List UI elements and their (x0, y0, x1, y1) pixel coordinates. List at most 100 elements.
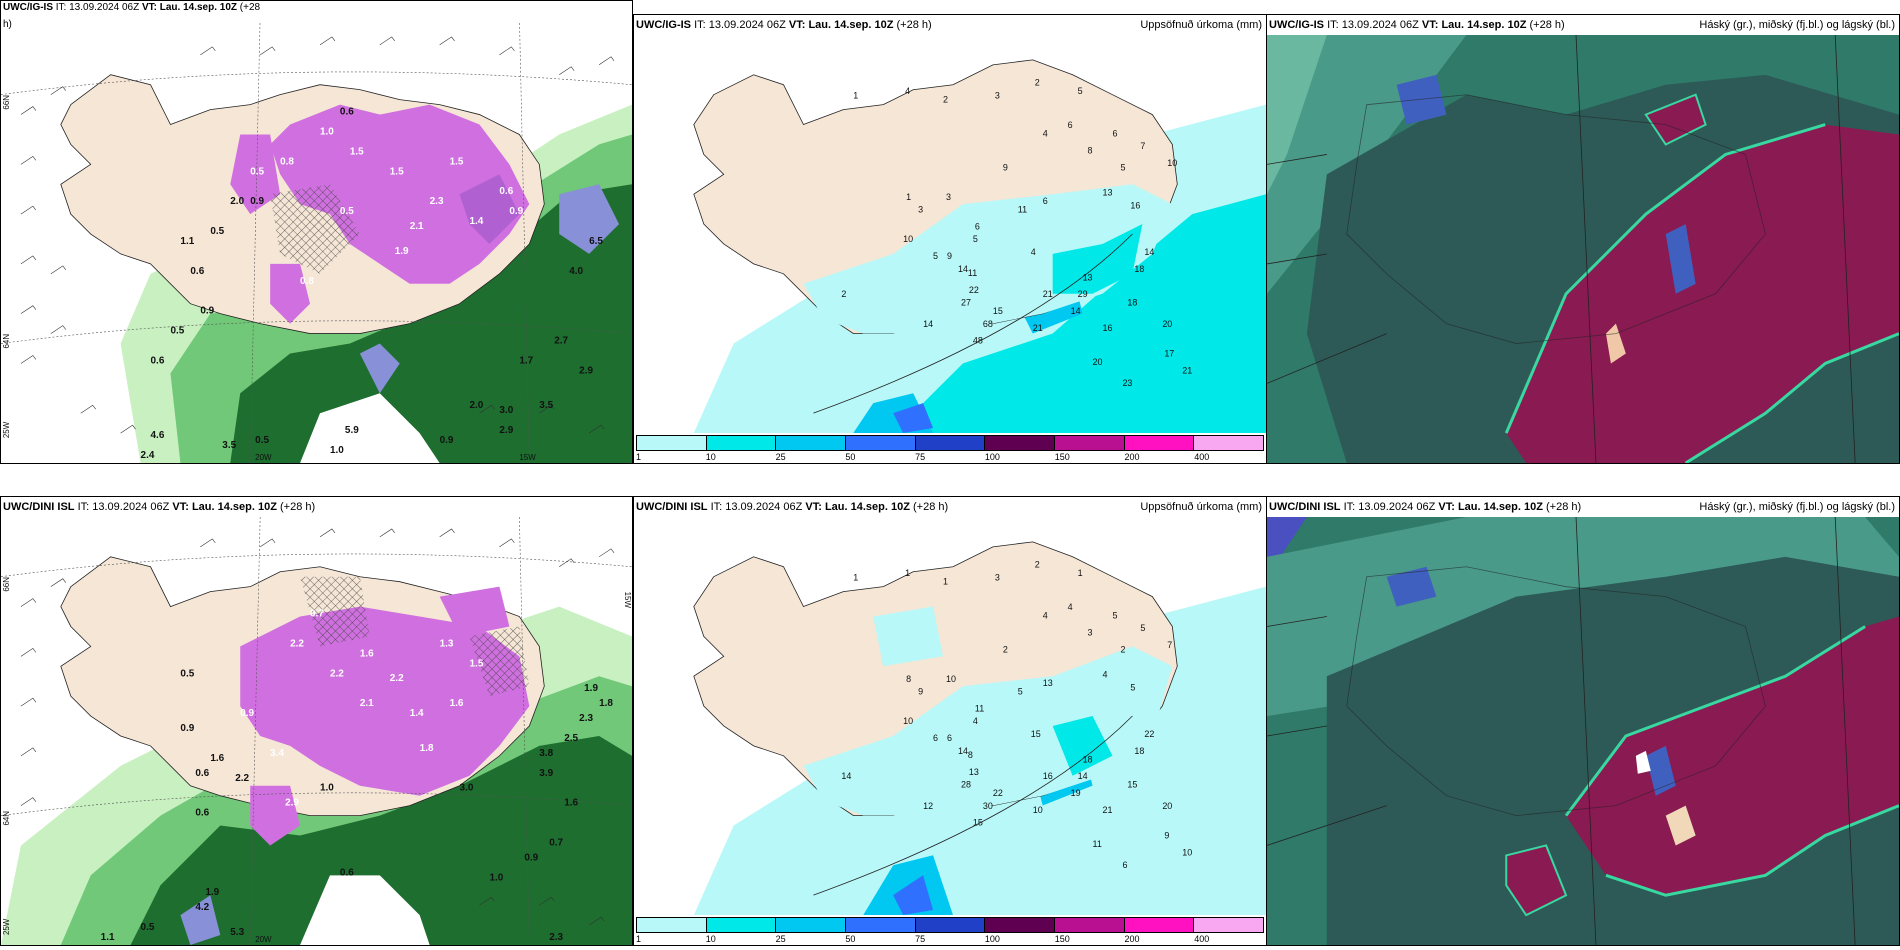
panel-dini-precip-wind: UWC/DINI ISL IT: 13.09.2024 06Z VT: Lau.… (0, 496, 633, 946)
precip-label: 0.5 (340, 206, 354, 217)
axis-labels: 66N 64N 25W 20W 15W (2, 577, 632, 944)
map-area: 1.0 0.8 1.5 1.5 1.5 2.3 2.1 1.9 0.5 1.4 … (1, 15, 632, 463)
lat-66n-label: 66N (2, 95, 11, 110)
precip-wind-map: 1.0 0.8 1.5 1.5 1.5 2.3 2.1 1.9 0.5 1.4 … (1, 15, 632, 463)
point-value: 7 (1140, 141, 1145, 151)
lead-time-continued: h) (3, 19, 12, 30)
point-value: 8 (968, 750, 973, 760)
colorbar-tick: 10 (705, 934, 716, 944)
it-label: IT: (694, 19, 706, 31)
colorbar-tick: 10 (705, 452, 716, 462)
point-value: 2 (943, 95, 948, 105)
precip-label: 0.6 (195, 768, 209, 779)
point-value: 5 (1130, 682, 1135, 692)
map-area (1267, 517, 1899, 945)
colorbar-tick: 25 (775, 934, 786, 944)
panel-title: UWC/DINI ISL IT: 13.09.2024 06Z VT: Lau.… (1267, 497, 1899, 517)
colorbar-swatch (846, 918, 916, 932)
precip-label: 1.9 (395, 246, 409, 257)
lon-20w-label: 20W (255, 453, 272, 462)
point-value: 2 (1035, 78, 1040, 88)
point-value: 4 (1043, 128, 1048, 138)
panel-title: UWC/DINI ISL IT: 13.09.2024 06Z VT: Lau.… (1, 497, 632, 517)
point-value: 4 (905, 86, 910, 96)
precip-label: 1.5 (470, 658, 484, 669)
vt-value: Lau. 14.sep. 10Z (808, 19, 894, 31)
point-value: 13 (1083, 272, 1093, 282)
precip-label: 0.9 (440, 435, 454, 446)
colorbar-swatch (776, 436, 847, 450)
wind-barbs (20, 36, 615, 434)
panel-title: UWC/IG-IS IT: 13.09.2024 06Z VT: Lau. 14… (1, 1, 632, 21)
precip-label: 2.4 (141, 450, 155, 461)
point-value: 13 (969, 767, 979, 777)
map-area: 1 1 1 3 2 4 1 4 5 3 5 2 2 4 5 7 8 9 10 6 10 11 8 6 14 13 28 30 15 12 2… (634, 517, 1266, 915)
point-value: 4 (1068, 602, 1073, 612)
colorbar-tick: 50 (845, 452, 856, 462)
colorbar-tick: 100 (984, 452, 1000, 462)
precip-label: 1.9 (205, 887, 219, 898)
colorbar-swatch (1194, 918, 1264, 932)
precip-label: 2.1 (360, 698, 374, 709)
precip-label: 1.0 (320, 126, 334, 137)
precip-label: 2.3 (430, 196, 444, 207)
cloud-cover-map (1267, 517, 1899, 945)
vt-label: VT: (1438, 501, 1455, 513)
precip-label: 0.7 (310, 609, 324, 620)
vt-label: VT: (1421, 19, 1439, 31)
precip-label: 0.6 (190, 266, 204, 277)
colorbar-tick: 100 (984, 934, 1000, 944)
point-value: 18 (1083, 754, 1093, 764)
vt-label: VT: (805, 501, 822, 513)
precip-label: 1.0 (330, 445, 344, 456)
colorbar-tick: 150 (1054, 452, 1070, 462)
point-value: 14 (958, 264, 968, 274)
point-value: 14 (958, 746, 968, 756)
point-value: 9 (1003, 162, 1008, 172)
point-value: 2 (1035, 560, 1040, 570)
model-name: UWC/IG-IS (636, 19, 691, 31)
colorbar-tick: 200 (1124, 452, 1140, 462)
point-value: 10 (903, 716, 913, 726)
precip-label: 0.5 (210, 226, 224, 237)
panel-title: UWC/IG-IS IT: 13.09.2024 06Z VT: Lau. 14… (634, 15, 1266, 35)
point-value: 2 (1120, 644, 1125, 654)
point-value: 21 (1043, 289, 1053, 299)
point-value: 30 (983, 801, 993, 811)
precip-label: 1.4 (410, 708, 424, 719)
point-value: 16 (1130, 200, 1140, 210)
field-title: Háský (gr.), miðský (fj.bl.) og lágský (… (1699, 501, 1895, 513)
precip-label: 0.8 (280, 156, 294, 167)
precip-label: 4.0 (569, 266, 583, 277)
point-value: 5 (1018, 687, 1023, 697)
point-value: 13 (1043, 678, 1053, 688)
colorbar-swatch (706, 918, 777, 932)
model-name: UWC/DINI ISL (1269, 501, 1341, 513)
precip-label: 3.0 (499, 405, 513, 416)
point-value: 5 (973, 234, 978, 244)
panel-ig-precip-wind: UWC/IG-IS IT: 13.09.2024 06Z VT: Lau. 14… (0, 0, 633, 464)
point-value: 14 (923, 319, 933, 329)
panel-title: UWC/DINI ISL IT: 13.09.2024 06Z VT: Lau.… (634, 497, 1266, 517)
point-value: 18 (1134, 264, 1144, 274)
point-value: 14 (1144, 247, 1154, 257)
precip-label: 1.5 (390, 166, 404, 177)
vt-label: VT: (172, 501, 189, 513)
precip-label: 5.3 (230, 927, 244, 938)
precip-label: 2.3 (549, 932, 563, 943)
panel-dini-accum-precip: UWC/DINI ISL IT: 13.09.2024 06Z VT: Lau.… (633, 496, 1267, 946)
lead-time: (+28 (239, 2, 261, 13)
point-value: 23 (1122, 378, 1132, 388)
point-value: 9 (947, 251, 952, 261)
precip-label: 3.0 (460, 783, 474, 794)
axis-labels: 66N 64N 25W 20W 15W (2, 95, 536, 462)
point-value: 3 (946, 192, 951, 202)
point-value: 27 (961, 298, 971, 308)
precip-label: 2.9 (579, 365, 593, 376)
point-value: 21 (1103, 805, 1113, 815)
point-value: 16 (1043, 771, 1053, 781)
point-value: 22 (1144, 729, 1154, 739)
model-name: UWC/IG-IS (1269, 19, 1324, 31)
colorbar-swatch (1124, 918, 1195, 932)
point-value: 4 (1031, 247, 1036, 257)
